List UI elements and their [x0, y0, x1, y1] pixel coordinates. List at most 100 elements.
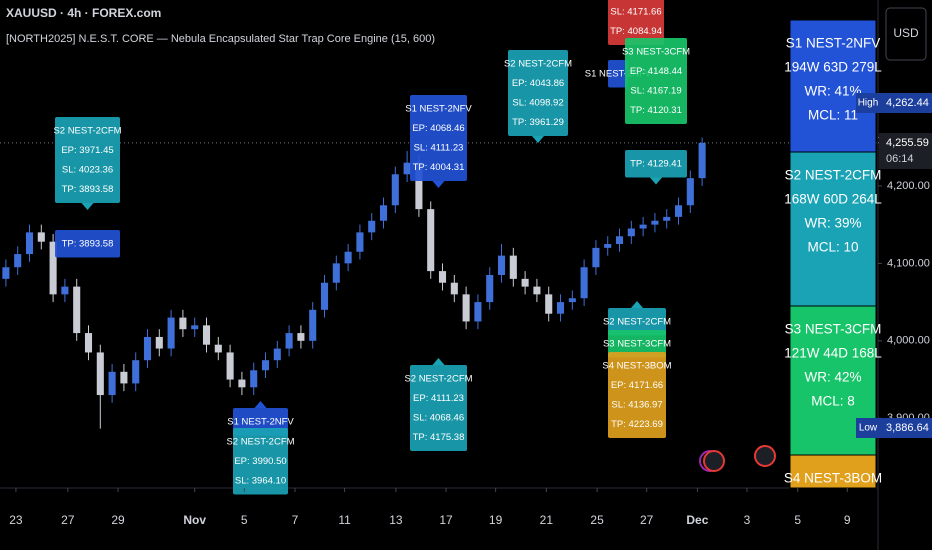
candle-body — [486, 274, 494, 303]
stats-text: MCL: 8 — [811, 394, 855, 409]
candle-body — [450, 282, 458, 295]
x-tick-label: 19 — [489, 513, 503, 527]
stats-cell — [789, 454, 877, 489]
signal-pointer — [532, 136, 544, 143]
signal-text: S2 NEST-2CFM — [504, 58, 572, 69]
signal-text: TP: 3893.58 — [62, 184, 114, 195]
stats-text: WR: 42% — [804, 370, 861, 385]
candle-body — [120, 371, 128, 384]
candle-body — [674, 205, 683, 217]
candle-body — [545, 294, 553, 314]
price-marker — [879, 133, 932, 169]
signal-text: SL: 4098.92 — [512, 97, 563, 108]
symbol-title: XAUUSD · 4h · FOREX.com — [6, 6, 161, 20]
signal-text: S2 NEST-2CFM — [53, 125, 121, 136]
candle-body — [96, 352, 104, 396]
stats-text: S1 NEST-2NFV — [786, 36, 881, 51]
signal-text: TP: 4084.94 — [610, 26, 662, 37]
signal-text: S2 NEST-2CFM — [404, 373, 472, 384]
price-marker-tag — [856, 418, 880, 438]
price-marker-value: 4,255.59 — [886, 137, 929, 149]
stats-text: S2 NEST-2CFM — [785, 168, 882, 183]
candle-body — [427, 209, 435, 272]
signal-text: EP: 4171.66 — [611, 380, 663, 391]
signal-text: SL: 4068.46 — [413, 412, 464, 423]
candle-body — [179, 317, 187, 330]
signal-text: TP: 3961.29 — [512, 117, 564, 128]
x-tick-label: 17 — [439, 513, 453, 527]
stats-text: MCL: 11 — [808, 108, 858, 123]
candle-body — [509, 255, 517, 279]
price-marker-name: Low — [859, 423, 878, 434]
candle-body — [663, 216, 671, 221]
signal-box — [608, 308, 666, 336]
x-tick-label: 7 — [292, 513, 299, 527]
candle-body — [108, 371, 116, 396]
signal-box — [233, 428, 288, 495]
x-tick-label: 9 — [844, 513, 851, 527]
x-tick-label: 21 — [540, 513, 554, 527]
candle-body — [344, 251, 352, 264]
signal-text: S2 NEST-2CFM — [603, 316, 671, 327]
x-tick-label: 29 — [111, 513, 125, 527]
signal-box — [508, 50, 568, 136]
signal-pointer — [81, 203, 94, 210]
stats-text: S3 NEST-3CFM — [785, 322, 882, 337]
candle-body — [285, 333, 293, 349]
signal-box — [410, 95, 467, 181]
event-icon — [703, 450, 725, 472]
x-tick-label: Dec — [686, 513, 708, 527]
signal-box — [55, 230, 120, 258]
signals: S2 NEST-2CFM EP: 3971.45 SL: 4023.36 TP: 38… — [53, 0, 690, 495]
signal-text: TP: 4120.31 — [630, 105, 682, 116]
candle-body — [604, 244, 612, 248]
currency-button[interactable] — [885, 7, 927, 61]
stats-cell — [789, 151, 877, 307]
candle-body — [14, 254, 22, 268]
candle-body — [627, 228, 635, 237]
stats-text: MCL: 10 — [807, 240, 858, 255]
price-marker-tag — [856, 93, 880, 113]
candle-body — [356, 232, 364, 252]
candle-body — [261, 360, 270, 371]
candle-body — [592, 247, 600, 268]
signal-text: SL: 3964.10 — [235, 475, 286, 486]
signal-text: SL: 4136.97 — [611, 399, 662, 410]
price-marker — [879, 93, 932, 113]
price-marker-value: 3,886.64 — [886, 422, 929, 434]
signal-text: SL: 4111.23 — [414, 142, 464, 153]
candle-body — [533, 286, 541, 295]
signal-text: SL: 4023.36 — [62, 164, 113, 175]
candle-body — [556, 302, 565, 314]
signal-text: TP: 4129.41 — [630, 158, 682, 169]
signal-box — [608, 60, 628, 88]
signal-text: EP: 3990.50 — [234, 456, 286, 467]
candle-body — [403, 162, 411, 175]
candle-body — [167, 317, 175, 349]
candle-body — [73, 286, 81, 334]
x-tick-label: 23 — [9, 513, 23, 527]
signal-text: S1 NEST-2NFV — [227, 416, 294, 427]
price-marker — [879, 418, 932, 438]
signal-text: EP: 3971.45 — [61, 145, 113, 156]
signal-text: TP: 4004.31 — [413, 162, 465, 173]
candle-body — [615, 236, 624, 244]
candle-body — [415, 162, 423, 210]
signal-pointer — [432, 181, 445, 188]
signal-text: S1 NEST-2NFV — [585, 68, 652, 79]
signal-box — [625, 38, 687, 124]
x-tick-label: 11 — [338, 513, 351, 527]
candle-body — [438, 271, 447, 283]
signal-text: S3 NEST-3CFM — [622, 46, 690, 57]
axes: 4,200.004,100.004,000.003,900.00232729No… — [9, 93, 932, 527]
candle-body — [368, 220, 376, 233]
candle-body — [155, 336, 163, 349]
x-tick-label: 5 — [794, 513, 801, 527]
x-tick-label: 25 — [590, 513, 604, 527]
candle-body — [651, 220, 659, 225]
candle-body — [25, 232, 34, 255]
